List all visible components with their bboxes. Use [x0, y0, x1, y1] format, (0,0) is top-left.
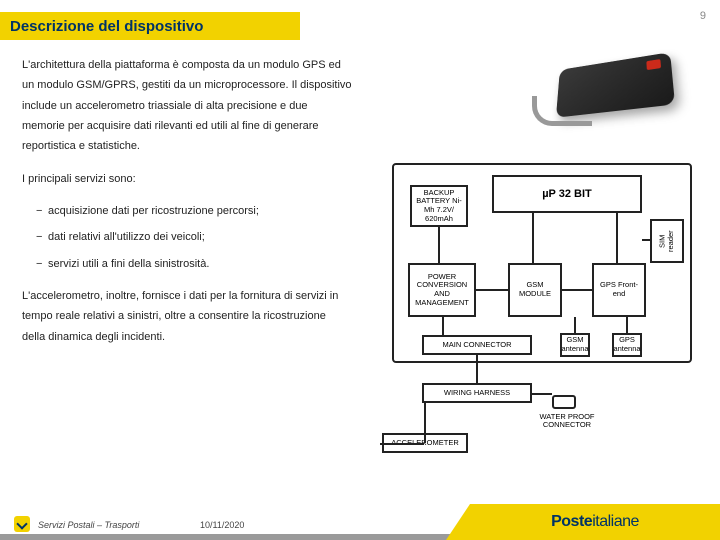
diagram-line — [532, 393, 552, 395]
footer-date: 10/11/2020 — [200, 520, 244, 530]
diagram-line — [642, 239, 650, 241]
diagram-line — [442, 317, 444, 335]
diagram-line — [616, 213, 618, 263]
service-item: dati relativi all'utilizzo dei veicoli; — [36, 227, 352, 247]
diagram-line — [380, 443, 424, 445]
diagram-line — [562, 289, 592, 291]
block-microprocessor: µP 32 BIT — [492, 175, 642, 213]
block-wiring-harness: WIRING HARNESS — [422, 383, 532, 403]
device-photo — [532, 48, 692, 138]
waterproof-connector-icon — [552, 395, 576, 409]
diagram-line — [476, 355, 478, 383]
block-backup-battery: BACKUP BATTERY Ni-Mh 7.2V/ 620mAh — [410, 185, 468, 227]
brand-logo: Posteitaliane — [551, 513, 639, 531]
block-main-connector: MAIN CONNECTOR — [422, 335, 532, 355]
page-number: 9 — [700, 10, 706, 22]
diagram-line — [424, 403, 426, 443]
services-list: acquisizione dati per ricostruzione perc… — [22, 201, 352, 274]
diagram-line — [626, 317, 628, 333]
logo-light: italiane — [592, 513, 639, 530]
service-item: acquisizione dati per ricostruzione perc… — [36, 201, 352, 221]
block-gps-frontend: GPS Front-end — [592, 263, 646, 317]
footer-arrow-icon — [14, 516, 30, 532]
block-sim-reader: SIM reader — [650, 219, 684, 263]
block-power: POWER CONVERSION AND MANAGEMENT — [408, 263, 476, 317]
block-gsm-antenna: GSM antenna — [560, 333, 590, 357]
footer-yellow-triangle — [446, 504, 470, 540]
body-text: L'architettura della piattaforma è compo… — [22, 55, 352, 359]
slide: Descrizione del dispositivo 9 L'architet… — [0, 0, 720, 540]
footer-left-text: Servizi Postali – Trasporti — [38, 520, 139, 530]
device-cable-icon — [532, 96, 592, 126]
services-intro: I principali servizi sono: — [22, 169, 352, 189]
diagram-line — [574, 317, 576, 333]
block-gsm-module: GSM MODULE — [508, 263, 562, 317]
service-item: servizi utili a fini della sinistrosità. — [36, 254, 352, 274]
title-bar: Descrizione del dispositivo — [0, 12, 300, 40]
block-gps-antenna: GPS antenna — [612, 333, 642, 357]
slide-title: Descrizione del dispositivo — [10, 18, 203, 35]
diagram-line — [532, 213, 534, 263]
diagram-line — [476, 289, 508, 291]
block-diagram: BACKUP BATTERY Ni-Mh 7.2V/ 620mAh µP 32 … — [382, 155, 702, 475]
footer: Posteitaliane Servizi Postali – Trasport… — [0, 504, 720, 540]
paragraph-1: L'architettura della piattaforma è compo… — [22, 55, 352, 157]
footer-yellow-bar: Posteitaliane — [470, 504, 720, 540]
paragraph-2: L'accelerometro, inoltre, fornisce i dat… — [22, 286, 352, 347]
logo-bold: Poste — [551, 513, 592, 530]
diagram-line — [438, 227, 440, 263]
block-waterproof-connector: WATER PROOF CONNECTOR — [532, 413, 602, 430]
